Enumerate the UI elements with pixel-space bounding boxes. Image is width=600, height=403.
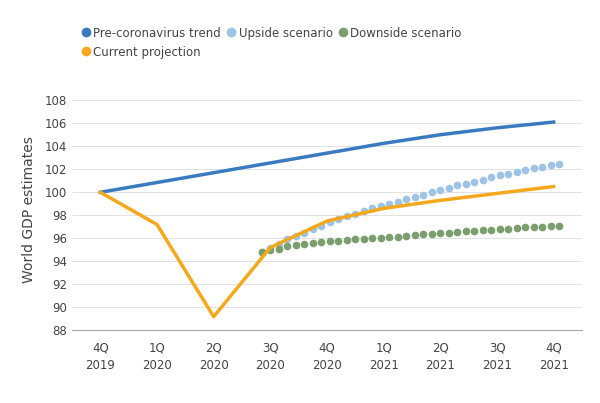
Text: 1Q: 1Q bbox=[149, 342, 166, 355]
Text: 2Q: 2Q bbox=[205, 342, 222, 355]
Text: 2021: 2021 bbox=[369, 359, 398, 372]
Text: 1Q: 1Q bbox=[375, 342, 392, 355]
Text: 4Q: 4Q bbox=[545, 342, 562, 355]
Text: 3Q: 3Q bbox=[488, 342, 505, 355]
Text: 2020: 2020 bbox=[199, 359, 229, 372]
Text: 2020: 2020 bbox=[142, 359, 172, 372]
Legend: Pre-coronavirus trend, Current projection, Upside scenario, Downside scenario: Pre-coronavirus trend, Current projectio… bbox=[78, 22, 467, 63]
Text: 2019: 2019 bbox=[85, 359, 115, 372]
Text: 3Q: 3Q bbox=[262, 342, 278, 355]
Text: 2021: 2021 bbox=[482, 359, 512, 372]
Text: 4Q: 4Q bbox=[92, 342, 109, 355]
Y-axis label: World GDP estimates: World GDP estimates bbox=[22, 136, 37, 283]
Text: 2020: 2020 bbox=[312, 359, 342, 372]
Text: 2020: 2020 bbox=[256, 359, 285, 372]
Text: 2Q: 2Q bbox=[432, 342, 449, 355]
Text: 2021: 2021 bbox=[425, 359, 455, 372]
Text: 4Q: 4Q bbox=[319, 342, 335, 355]
Text: 2021: 2021 bbox=[539, 359, 569, 372]
